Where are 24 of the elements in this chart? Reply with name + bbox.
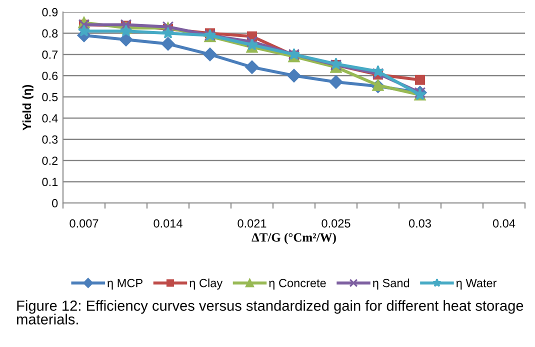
legend-label: η Concrete [269,278,326,290]
y-tick-label: 0.4 [42,114,58,123]
x-tick-label: 0.04 [492,219,516,228]
legend-label: η Sand [373,278,410,290]
y-tick-label: 0 [52,199,58,208]
y-axis-title: Yield (η) [22,85,34,130]
y-tick-label: 0.1 [42,178,58,186]
x-tick-label: 0.007 [70,219,98,228]
y-tick-label: 0.9 [42,8,58,16]
x-tick-label: 0.03 [408,219,431,228]
x-axis-title: ΔT/G (°Cm²/W) [252,232,336,244]
y-tick-label: 0.5 [42,92,58,102]
caption: Figure 12: Efficiency curves versus standardized gain for different heat storage materials. [17,300,524,324]
y-tick-label: 0.2 [42,156,58,165]
y-tick-label: 0.7 [42,50,58,59]
legend-label: η MCP [108,278,142,290]
x-tick-label: 0.025 [322,219,350,228]
y-tick-label: 0.6 [42,72,58,80]
x-tick-label: 0.021 [238,219,266,228]
x-tick-label: 0.014 [154,219,182,228]
legend-label: η Clay [190,278,223,290]
y-tick-label: 0.3 [42,135,58,144]
legend-label: η Water [456,279,497,290]
y-tick-label: 0.8 [42,29,58,38]
